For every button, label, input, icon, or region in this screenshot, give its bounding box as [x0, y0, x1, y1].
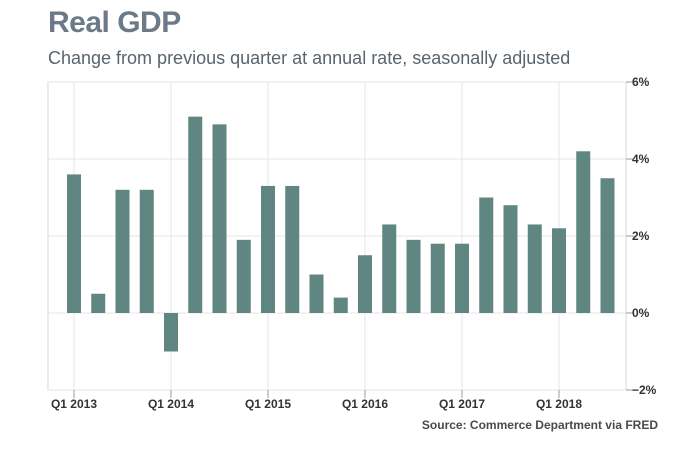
y-tick-label: 4%: [632, 152, 650, 166]
chart-source: Source: Commerce Department via FRED: [421, 418, 658, 432]
bar: [261, 185, 275, 313]
bar: [600, 178, 615, 313]
chart-title: Real GDP: [48, 6, 181, 39]
bar: [333, 297, 348, 313]
x-tick-label: Q1 2013: [51, 397, 97, 411]
bar: [479, 197, 494, 313]
bar: [236, 239, 251, 313]
x-tick-label: Q1 2017: [439, 397, 485, 411]
bar: [552, 228, 566, 313]
bar: [139, 189, 154, 313]
bar: [212, 124, 227, 313]
bar: [309, 274, 324, 313]
bar: [164, 313, 178, 352]
bar: [430, 243, 445, 313]
y-tick-label: 6%: [632, 75, 650, 89]
x-tick-label: Q1 2018: [536, 397, 582, 411]
bar: [382, 224, 397, 313]
bar: [91, 293, 106, 313]
y-tick-label: 0%: [632, 306, 650, 320]
bar: [503, 205, 518, 313]
bar: [188, 116, 203, 314]
x-tick-label: Q1 2014: [148, 397, 194, 411]
y-tick-label: −2%: [632, 383, 657, 397]
bar: [455, 243, 469, 313]
chart-subtitle: Change from previous quarter at annual r…: [48, 48, 571, 68]
bar: [406, 239, 421, 313]
x-tick-label: Q1 2016: [342, 397, 388, 411]
bar: [285, 185, 300, 313]
bar: [67, 174, 81, 313]
y-tick-label: 2%: [632, 229, 650, 243]
bar: [576, 151, 591, 313]
x-tick-label: Q1 2015: [245, 397, 291, 411]
bar: [358, 255, 372, 313]
bar: [527, 224, 542, 313]
bar: [115, 189, 130, 313]
